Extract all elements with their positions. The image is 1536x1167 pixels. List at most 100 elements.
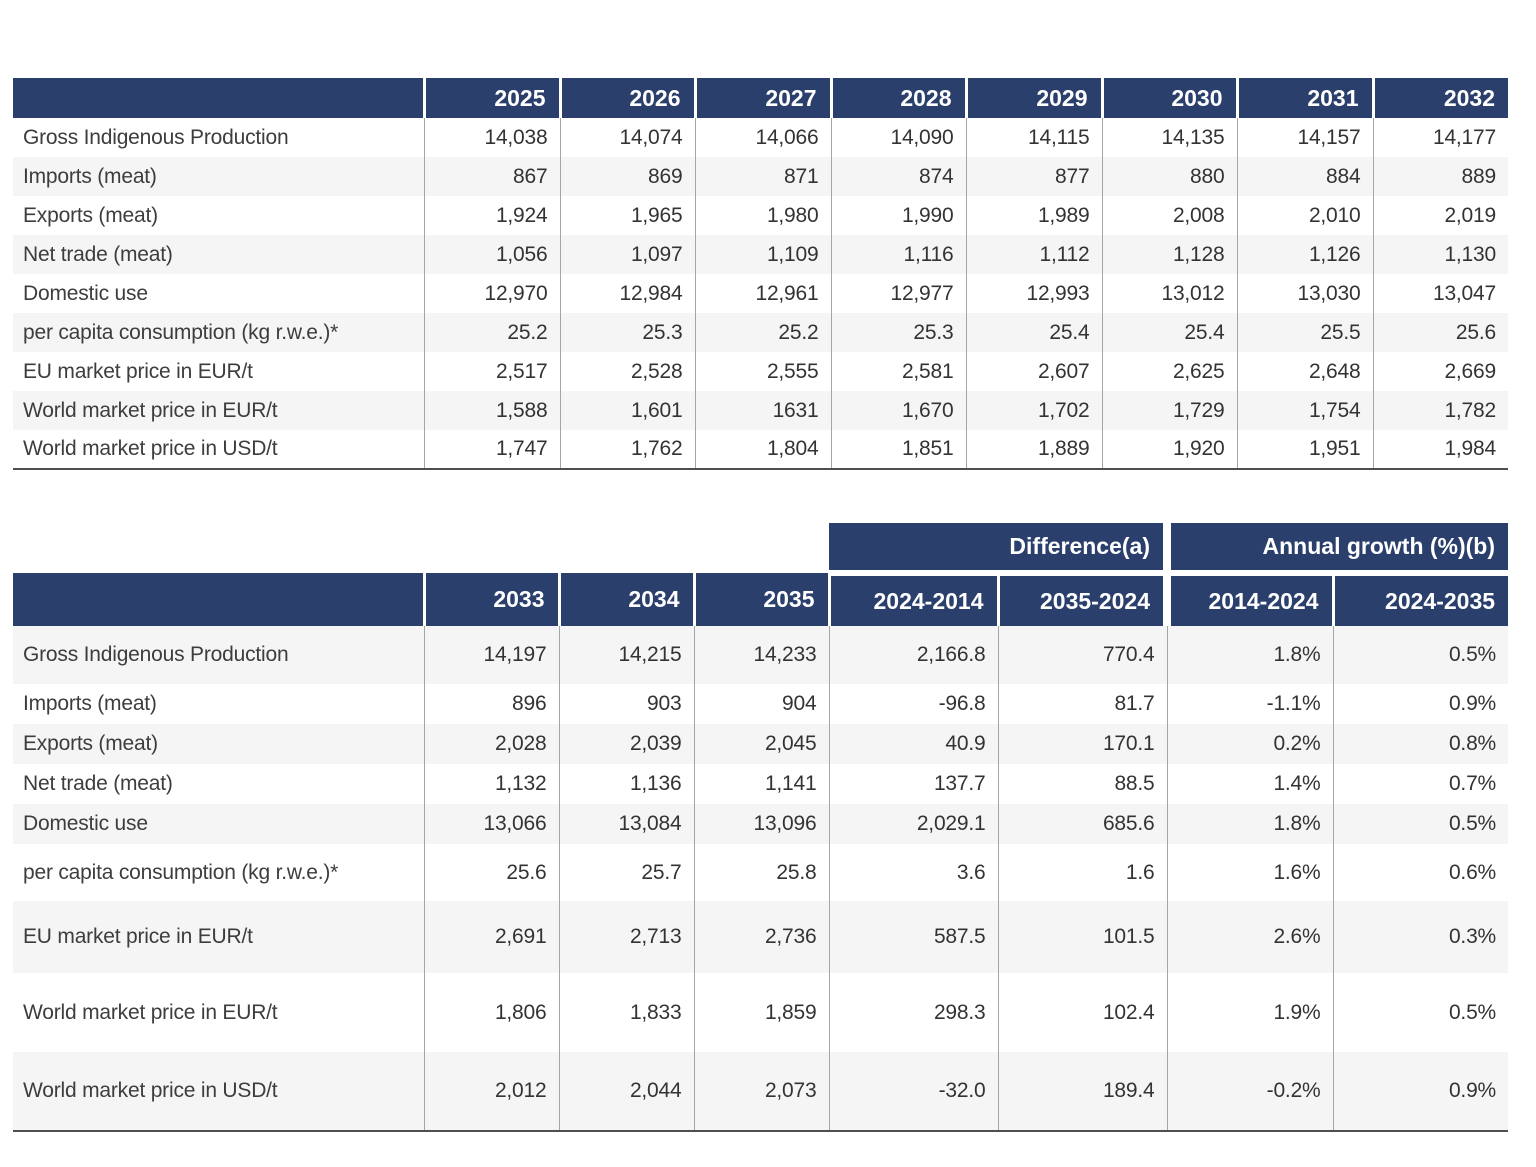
cell-value: 25.4	[965, 313, 1102, 352]
row-label: Imports (meat)	[23, 164, 157, 188]
cell-value: 770.4	[997, 626, 1168, 684]
cell-value: 2,019	[1372, 196, 1508, 235]
cell-value: 1,128	[1101, 235, 1237, 274]
table2-group-header-row: Difference(a) Annual growth (%)(b)	[13, 523, 1509, 576]
cell-value: 1,920	[1101, 430, 1237, 469]
cell-value: 88.5	[997, 764, 1168, 804]
cell-value: 1,097	[559, 235, 695, 274]
cell-value: 0.9%	[1332, 684, 1509, 724]
cell-value: 1,112	[965, 235, 1102, 274]
annual-growth-group-header: Annual growth (%)(b)	[1163, 523, 1509, 576]
column-header: 2029	[964, 78, 1102, 118]
cell-value: 2,073	[693, 1052, 829, 1131]
table-row: Net trade (meat) 1,056 1,097 1,109 1,116 1,11…	[13, 235, 1508, 274]
row-label: Domestic use	[23, 812, 148, 835]
cell-value: 14,066	[694, 118, 831, 157]
cell-value: 12,984	[559, 274, 695, 313]
cell-value: 1,126	[1236, 235, 1373, 274]
report-page: 2025 2026 2027 2028 2029 2030 2031 2032 Gross I…	[13, 78, 1509, 1132]
cell-value: 1,588	[423, 391, 560, 430]
table-row: Gross Indigenous Production 14,038 14,074 1…	[13, 118, 1508, 157]
table-row: Net trade (meat) 1,132 1,136 1,141 137.7 88.5…	[13, 764, 1509, 804]
table1-year-header-row: 2025 2026 2027 2028 2029 2030 2031 2032	[13, 78, 1508, 118]
cell-value: 13,084	[558, 804, 694, 844]
column-header: 2028	[829, 78, 966, 118]
table-row: World market price in USD/t 2,012 2,044 2,0…	[13, 1052, 1509, 1131]
table-row: World market price in EUR/t 1,806 1,833 1,8…	[13, 973, 1509, 1052]
cell-value: 13,066	[423, 804, 559, 844]
cell-value: 685.6	[997, 804, 1168, 844]
cell-value: 14,197	[423, 626, 559, 684]
cell-value: -1.1%	[1166, 684, 1334, 724]
cell-value: 298.3	[828, 973, 998, 1052]
cell-value: 2,029.1	[828, 804, 998, 844]
cell-value: 2,713	[558, 901, 694, 973]
cell-value: -96.8	[828, 684, 998, 724]
cell-value: 1,754	[1236, 391, 1373, 430]
row-label: Domestic use	[23, 281, 148, 305]
cell-value: 1.4%	[1166, 764, 1334, 804]
cell-value: 1.9%	[1166, 973, 1334, 1052]
cell-value: 871	[694, 157, 831, 196]
cell-value: 1,984	[1372, 430, 1508, 469]
column-header: 2032	[1371, 78, 1508, 118]
row-label: Gross Indigenous Production	[23, 125, 289, 149]
cell-value: 13,047	[1372, 274, 1508, 313]
cell-value: 2,039	[558, 724, 694, 764]
cell-value: 1,702	[965, 391, 1102, 430]
cell-value: 1,141	[693, 764, 829, 804]
column-header: 2031	[1235, 78, 1373, 118]
table-row: Imports (meat) 867 869 871 874 877 880 884 889	[13, 157, 1508, 196]
cell-value: 874	[830, 157, 966, 196]
row-label: Exports (meat)	[23, 203, 158, 227]
row-label: Gross Indigenous Production	[23, 643, 289, 666]
cell-value: 0.6%	[1332, 844, 1509, 901]
table2-body: Gross Indigenous Production 14,197 14,215 1…	[13, 626, 1509, 1131]
cell-value: 14,233	[693, 626, 829, 684]
cell-value: 1,859	[693, 973, 829, 1052]
cell-value: 1,833	[558, 973, 694, 1052]
row-label: Net trade (meat)	[23, 242, 173, 266]
cell-value: 25.5	[1236, 313, 1373, 352]
cell-value: 1,747	[423, 430, 560, 469]
cell-value: 170.1	[997, 724, 1168, 764]
cell-value: 1.6%	[1166, 844, 1334, 901]
cell-value: 2,625	[1101, 352, 1237, 391]
row-label: per capita consumption (kg r.w.e.)*	[23, 860, 339, 884]
cell-value: 1,762	[559, 430, 695, 469]
cell-value: 1,851	[830, 430, 966, 469]
cell-value: 2,555	[694, 352, 831, 391]
cell-value: 1,889	[965, 430, 1102, 469]
projection-table-2033-2035-growth: Difference(a) Annual growth (%)(b) 2033 2…	[13, 523, 1509, 1132]
cell-value: 889	[1372, 157, 1508, 196]
cell-value: 1,782	[1372, 391, 1508, 430]
row-label: EU market price in EUR/t	[23, 359, 253, 383]
cell-value: 14,115	[965, 118, 1102, 157]
row-label: Imports (meat)	[23, 692, 157, 715]
cell-value: 0.5%	[1332, 973, 1509, 1052]
cell-value: 0.7%	[1332, 764, 1509, 804]
table-row: World market price in EUR/t 1,588 1,601 163…	[13, 391, 1508, 430]
table-row: per capita consumption (kg r.w.e.)* 25.2 2…	[13, 313, 1508, 352]
cell-value: 0.5%	[1332, 804, 1509, 844]
cell-value: -0.2%	[1166, 1052, 1334, 1131]
cell-value: 25.8	[693, 844, 829, 901]
table1-header: 2025 2026 2027 2028 2029 2030 2031 2032	[13, 78, 1508, 118]
cell-value: 904	[693, 684, 829, 724]
cell-value: 1,990	[830, 196, 966, 235]
table-row: Domestic use 12,970 12,984 12,961 12,977 12,9…	[13, 274, 1508, 313]
difference-group-header: Difference(a)	[829, 523, 1168, 576]
cell-value: 2,166.8	[828, 626, 998, 684]
table-row: Exports (meat) 1,924 1,965 1,980 1,990 1,989 2…	[13, 196, 1508, 235]
row-label: Net trade (meat)	[23, 772, 173, 795]
cell-value: 14,090	[830, 118, 966, 157]
cell-value: 2,607	[965, 352, 1102, 391]
cell-value: 1,924	[423, 196, 560, 235]
cell-value: 1,601	[559, 391, 695, 430]
cell-value: 40.9	[828, 724, 998, 764]
cell-value: 2,044	[558, 1052, 694, 1131]
cell-value: 2,736	[693, 901, 829, 973]
cell-value: 25.6	[1372, 313, 1508, 352]
row-label: World market price in EUR/t	[23, 398, 278, 422]
projection-table-2025-2032: 2025 2026 2027 2028 2029 2030 2031 2032 Gross I…	[13, 78, 1508, 470]
